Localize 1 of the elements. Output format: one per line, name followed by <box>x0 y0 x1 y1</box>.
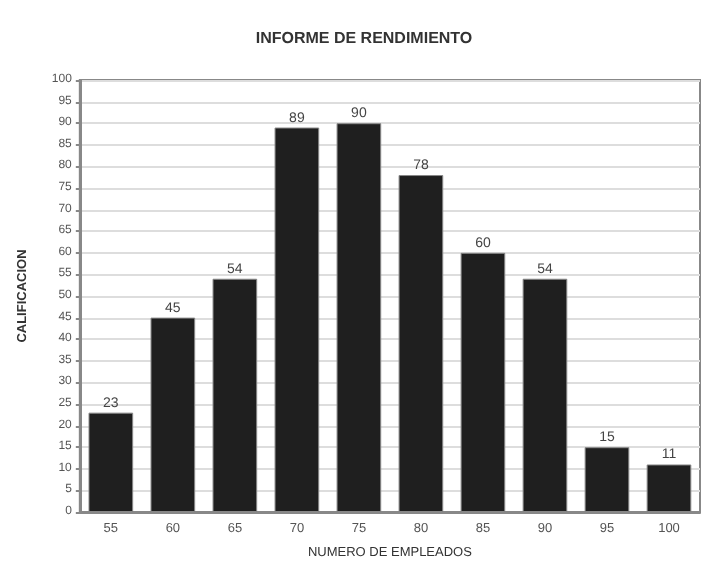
chart-title: INFORME DE RENDIMIENTO <box>255 29 473 47</box>
